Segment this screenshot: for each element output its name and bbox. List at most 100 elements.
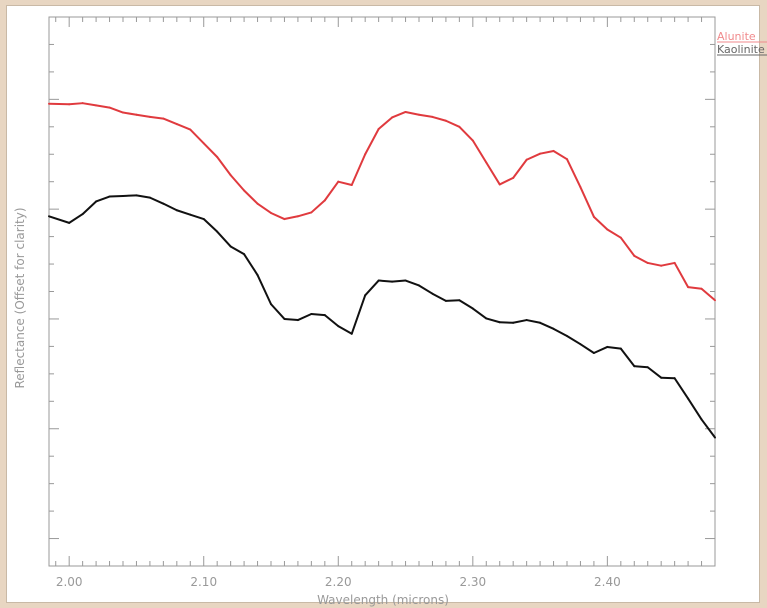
kaolinite-segment — [162, 202, 178, 212]
tick-marks — [49, 16, 716, 567]
kaolinite-segment — [660, 376, 676, 380]
kaolinite-segment — [539, 321, 555, 330]
kaolinite-segment — [498, 321, 515, 324]
kaolinite-segment — [270, 303, 286, 320]
alunite-segment — [337, 180, 353, 186]
alunite-segment — [229, 174, 246, 192]
alunite-segment — [148, 115, 165, 120]
kaolinite-segment — [256, 274, 272, 306]
x-axis-label: Wavelength (microns) — [317, 593, 449, 607]
kaolinite-segment — [512, 319, 528, 324]
alunite-segment — [404, 110, 420, 116]
kaolinite-segment — [364, 279, 380, 297]
kaolinite-segment — [323, 314, 340, 328]
y-axis-label: Reflectance (Offset for clarity) — [13, 207, 27, 388]
kaolinite-segment — [377, 279, 394, 283]
alunite-segment — [189, 128, 205, 145]
alunite-segment — [216, 156, 232, 177]
kaolinite-segment — [310, 313, 326, 317]
alunite-segment — [81, 102, 98, 107]
kaolinite-segment — [148, 196, 165, 205]
alunite-segment — [633, 254, 649, 264]
alunite-segment — [108, 106, 124, 114]
kaolinite-segment — [444, 299, 461, 302]
alunite-segment — [310, 199, 326, 214]
alunite-segment — [646, 261, 663, 267]
alunite-segment — [512, 158, 528, 179]
alunite-segment — [700, 287, 716, 302]
alunite-segment — [525, 152, 542, 161]
plot-border — [48, 16, 716, 567]
x-tick-label: 2.20 — [325, 575, 352, 589]
kaolinite-segment — [122, 194, 138, 197]
alunite-segment — [162, 117, 178, 126]
alunite-segment — [364, 128, 380, 156]
alunite-segment — [243, 189, 259, 205]
alunite-segment — [135, 113, 151, 118]
kaolinite-segment — [202, 218, 219, 233]
kaolinite-segment — [337, 325, 353, 335]
alunite-segment — [323, 180, 340, 202]
kaolinite-segment — [175, 209, 192, 216]
kaolinite-segment — [229, 245, 246, 256]
alunite-segment — [619, 236, 636, 257]
alunite-segment — [122, 111, 138, 116]
kaolinite-segment — [81, 200, 98, 216]
kaolinite-segment — [135, 194, 151, 199]
alunite-segment — [391, 110, 407, 119]
chart-panel — [6, 5, 760, 603]
kaolinite-segment — [525, 319, 542, 324]
series-alunite — [48, 102, 716, 302]
kaolinite-segment — [471, 307, 488, 320]
alunite-segment — [471, 139, 488, 164]
kaolinite-segment — [68, 213, 84, 224]
alunite-segment — [95, 104, 111, 109]
alunite-segment — [552, 149, 568, 161]
kaolinite-segment — [619, 347, 636, 368]
kaolinite-segment — [687, 397, 703, 421]
alunite-segment — [458, 125, 474, 142]
kaolinite-segment — [431, 292, 447, 302]
kaolinite-segment — [606, 345, 622, 350]
kaolinite-segment — [296, 313, 313, 322]
kaolinite-segment — [633, 365, 649, 369]
kaolinite-segment — [673, 377, 690, 400]
alunite-segment — [687, 286, 703, 290]
kaolinite-segment — [48, 215, 71, 224]
kaolinite-segment — [95, 195, 111, 203]
kaolinite-segment — [189, 213, 205, 221]
alunite-segment — [606, 228, 622, 239]
alunite-segment — [283, 215, 299, 221]
kaolinite-segment — [350, 294, 367, 335]
kaolinite-segment — [552, 327, 568, 337]
alunite-segment — [579, 186, 595, 218]
x-tick-label: 2.00 — [56, 575, 83, 589]
x-tick-label: 2.30 — [459, 575, 486, 589]
kaolinite-segment — [485, 317, 501, 324]
alunite-segment — [202, 142, 219, 158]
kaolinite-segment — [216, 230, 232, 248]
kaolinite-segment — [418, 284, 434, 295]
alunite-segment — [431, 115, 447, 122]
legend-label-kaolinite: Kaolinite — [717, 43, 765, 56]
alunite-segment — [256, 202, 272, 214]
alunite-segment — [444, 119, 461, 128]
kaolinite-segment — [579, 343, 595, 354]
legend-label-alunite: Alunite — [717, 30, 756, 43]
series-layer — [48, 102, 716, 439]
alunite-segment — [48, 102, 71, 106]
alunite-segment — [175, 123, 192, 131]
alunite-segment — [377, 116, 394, 130]
alunite-segment — [566, 158, 582, 189]
kaolinite-segment — [458, 299, 474, 310]
kaolinite-segment — [404, 279, 420, 287]
series-kaolinite — [48, 194, 716, 439]
axes — [48, 16, 716, 567]
kaolinite-segment — [283, 317, 299, 322]
alunite-segment — [673, 261, 690, 289]
kaolinite-segment — [391, 279, 407, 283]
alunite-segment — [418, 113, 434, 118]
